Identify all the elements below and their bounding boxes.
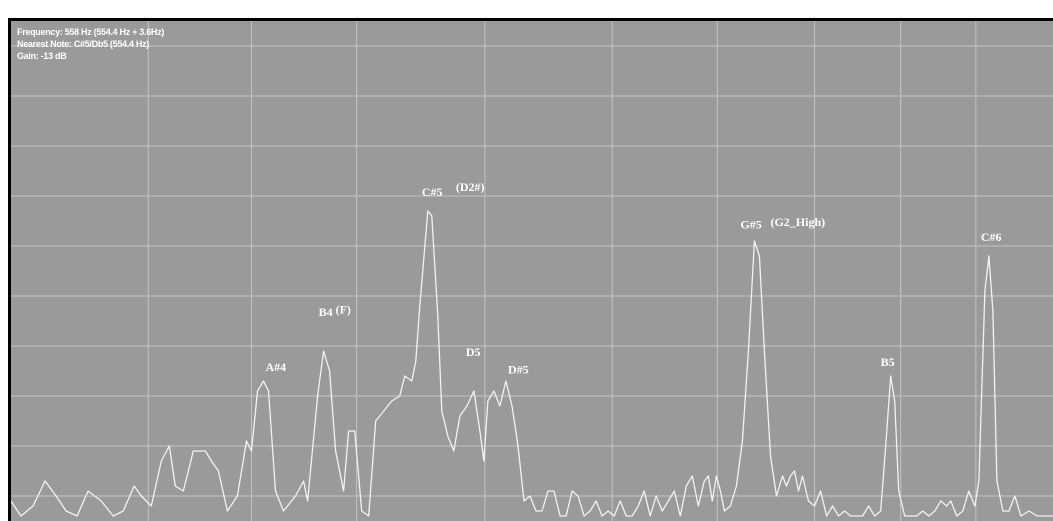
- top-strip: [0, 0, 1053, 18]
- peak-label: (F): [336, 303, 351, 317]
- peak-label: D#5: [508, 363, 529, 377]
- spectrum-series: [11, 210, 1053, 517]
- peak-label: G#5: [740, 218, 761, 232]
- peak-label: (G2_High): [770, 215, 825, 229]
- frequency-readout: Frequency: 558 Hz (554.4 Hz + 3.6Hz): [17, 27, 165, 37]
- spectrum-panel: A#4 B4 (F) C#5 (D2#) D5 D#5 G#5 (G2_High) B5 C#6 F…: [8, 18, 1053, 521]
- peak-label: C#5: [422, 185, 443, 199]
- peak-label: C#6: [981, 230, 1002, 244]
- spectrum-line: [11, 210, 1053, 517]
- nearest-note-readout: Nearest Note: C#5/Db5 (554.4 Hz): [17, 39, 149, 49]
- peak-labels: A#4 B4 (F) C#5 (D2#) D5 D#5 G#5 (G2_High) B5 C#6: [265, 180, 1001, 377]
- gain-readout: Gain: -13 dB: [17, 51, 67, 61]
- peak-label: D5: [466, 345, 481, 359]
- peak-label: (D2#): [456, 180, 485, 194]
- spectrum-plot: A#4 B4 (F) C#5 (D2#) D5 D#5 G#5 (G2_High) B5 C#6: [11, 21, 1053, 521]
- peak-label: A#4: [265, 360, 286, 374]
- peak-label: B5: [881, 355, 895, 369]
- peak-label: B4: [319, 305, 333, 319]
